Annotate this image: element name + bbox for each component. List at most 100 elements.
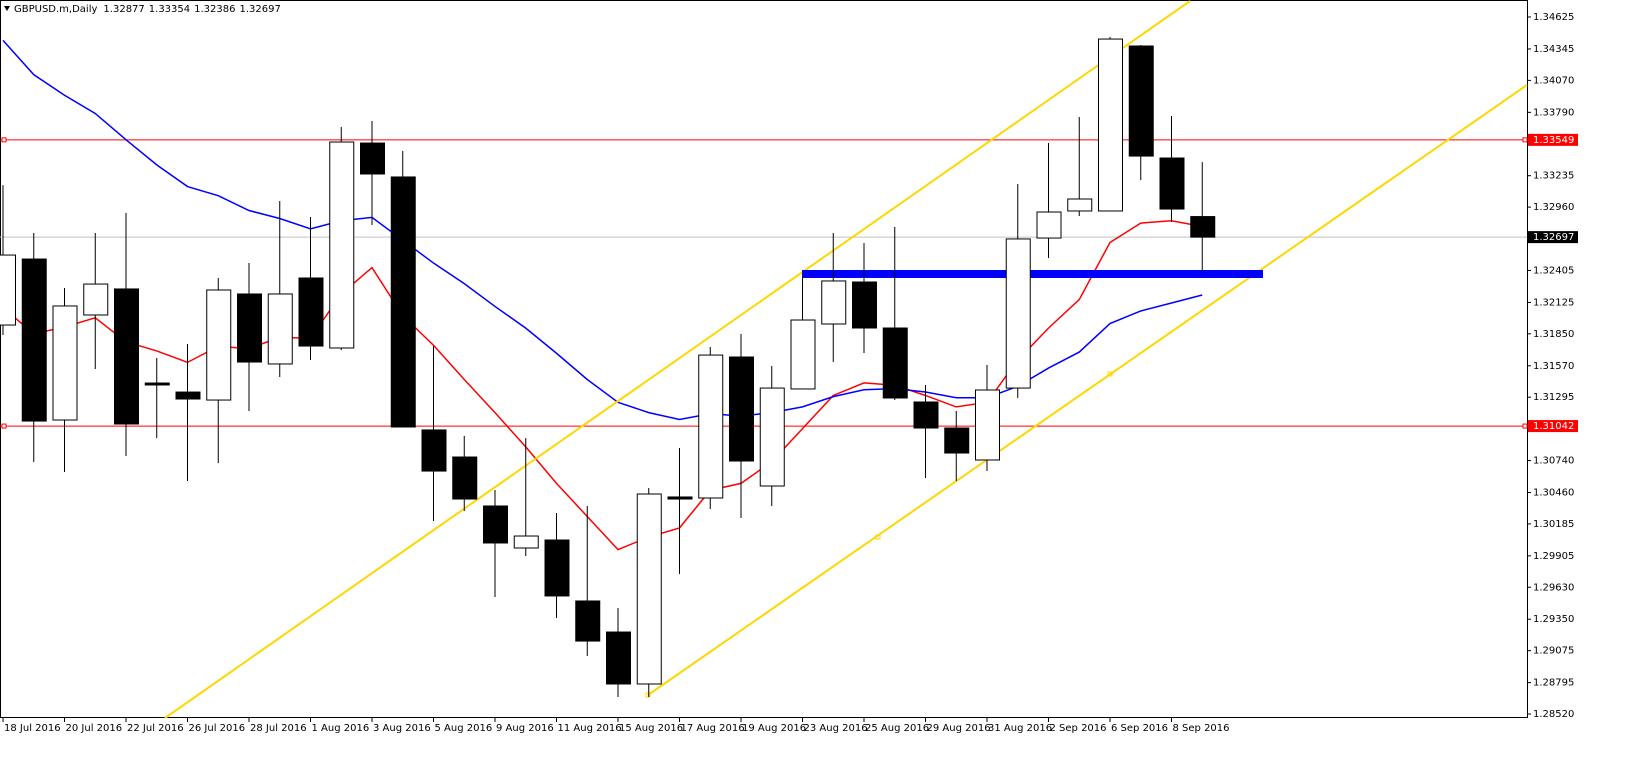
candle-body — [0, 254, 16, 326]
candle-body — [360, 142, 385, 175]
candle-body — [1098, 38, 1123, 212]
x-tick-label: 28 Jul 2016 — [250, 723, 307, 734]
x-tick-label: 23 Aug 2016 — [804, 723, 868, 734]
x-tick-label: 17 Aug 2016 — [681, 723, 745, 734]
price-badge-label: 1.33549 — [1533, 135, 1574, 146]
candle-body — [52, 305, 78, 421]
candle-body — [882, 327, 908, 399]
candle-body — [267, 293, 293, 365]
channel-anchor — [645, 692, 651, 698]
x-tick-label: 19 Aug 2016 — [742, 723, 806, 734]
x-tick-label: 8 Sep 2016 — [1173, 723, 1230, 734]
x-tick-label: 15 Aug 2016 — [619, 723, 683, 734]
y-tick-label: 1.31570 — [1533, 361, 1574, 372]
candle-body — [114, 288, 139, 425]
y-tick-label: 1.33235 — [1533, 171, 1574, 182]
foreground-layer: 1.33549 1.31042 1.32697 — [0, 36, 1578, 697]
y-tick-label: 1.30460 — [1533, 488, 1574, 499]
y-tick-label: 1.32960 — [1533, 202, 1574, 213]
candle-body — [1190, 216, 1216, 238]
candle-body — [237, 293, 262, 363]
moving-average — [2, 39, 1203, 421]
candle-body — [175, 391, 201, 400]
x-tick-label: 26 Jul 2016 — [189, 723, 246, 734]
price-badge — [1528, 133, 1578, 146]
y-tick-label: 1.31850 — [1533, 329, 1574, 340]
candle-body — [544, 539, 570, 597]
candle-body — [698, 354, 724, 499]
x-tick-label: 5 Aug 2016 — [435, 723, 493, 734]
channel-anchor — [1107, 371, 1113, 377]
x-tick-label: 9 Aug 2016 — [496, 723, 554, 734]
candle-body — [606, 631, 631, 685]
candle-body — [513, 535, 539, 549]
candle-body — [452, 456, 478, 500]
y-tick-label: 1.28520 — [1533, 709, 1574, 720]
candle-body — [21, 258, 47, 422]
x-tick-label: 6 Sep 2016 — [1111, 723, 1168, 734]
x-tick-label: 11 Aug 2016 — [558, 723, 622, 734]
x-tick-label: 29 Aug 2016 — [927, 723, 991, 734]
candle-body — [298, 277, 324, 347]
candle-body — [913, 401, 939, 429]
candle-body — [206, 289, 232, 401]
candle-body — [821, 280, 847, 325]
candle-body — [975, 389, 1000, 461]
candle-body — [1128, 45, 1154, 157]
candle-body — [944, 427, 970, 454]
line-anchor — [1522, 423, 1528, 429]
channel-upper-line — [164, 0, 1191, 719]
price-badge — [1528, 231, 1578, 244]
y-tick-label: 1.29350 — [1533, 614, 1574, 625]
candle-body — [1005, 238, 1031, 389]
line-anchor — [1, 423, 7, 429]
y-tick-label: 1.29075 — [1533, 646, 1574, 657]
candle-body — [421, 429, 447, 472]
candle-body — [575, 600, 601, 642]
price-badge-label: 1.31042 — [1533, 421, 1574, 432]
y-tick-label: 1.28795 — [1533, 678, 1574, 689]
x-tick-label: 25 Aug 2016 — [865, 723, 929, 734]
y-tick-label: 1.32125 — [1533, 297, 1574, 308]
candle-body — [483, 505, 508, 544]
candle-body — [790, 319, 816, 390]
chart-header: GBPUSD.m,Daily 1.32877 1.33354 1.32386 1.326… — [14, 4, 281, 15]
chart-title: GBPUSD.m,Daily — [14, 4, 97, 15]
price-badge-label: 1.32697 — [1533, 232, 1574, 243]
moving-average — [2, 220, 1203, 551]
x-tick-label: 1 Aug 2016 — [312, 723, 370, 734]
y-tick-label: 1.34070 — [1533, 75, 1574, 86]
x-tick-label: 3 Aug 2016 — [373, 723, 431, 734]
x-tick-label: 31 Aug 2016 — [988, 723, 1052, 734]
candle-body — [729, 356, 754, 462]
line-anchor — [1522, 137, 1528, 143]
channel-anchor — [875, 534, 881, 540]
candle-body — [1036, 211, 1062, 239]
candle-body — [1159, 157, 1185, 210]
header-high: 1.33354 — [149, 4, 190, 15]
x-tick-label: 2 Sep 2016 — [1050, 723, 1107, 734]
y-tick-label: 1.33790 — [1533, 107, 1574, 118]
candle-body — [329, 141, 355, 349]
line-anchor — [1, 137, 7, 143]
candle-body — [759, 387, 785, 487]
header-low: 1.32386 — [194, 4, 235, 15]
menu-triangle[interactable] — [4, 6, 10, 11]
price-badge — [1528, 420, 1578, 433]
channel-lower-line — [647, 84, 1528, 696]
background-layer: 1.34625 1.34345 1.34070 1.33790 1.33235 1.329… — [0, 12, 1574, 734]
candle-body — [144, 382, 170, 386]
candle-body — [1067, 198, 1093, 212]
header-close: 1.32697 — [240, 4, 281, 15]
y-tick-label: 1.32405 — [1533, 265, 1574, 276]
candle-body — [83, 283, 109, 316]
y-tick-label: 1.29630 — [1533, 582, 1574, 593]
x-tick-label: 18 Jul 2016 — [4, 723, 61, 734]
y-tick-label: 1.30740 — [1533, 456, 1574, 467]
support-zone — [802, 270, 1263, 278]
candle-body — [390, 176, 416, 428]
y-tick-label: 1.29905 — [1533, 551, 1574, 562]
y-tick-label: 1.30185 — [1533, 519, 1574, 530]
